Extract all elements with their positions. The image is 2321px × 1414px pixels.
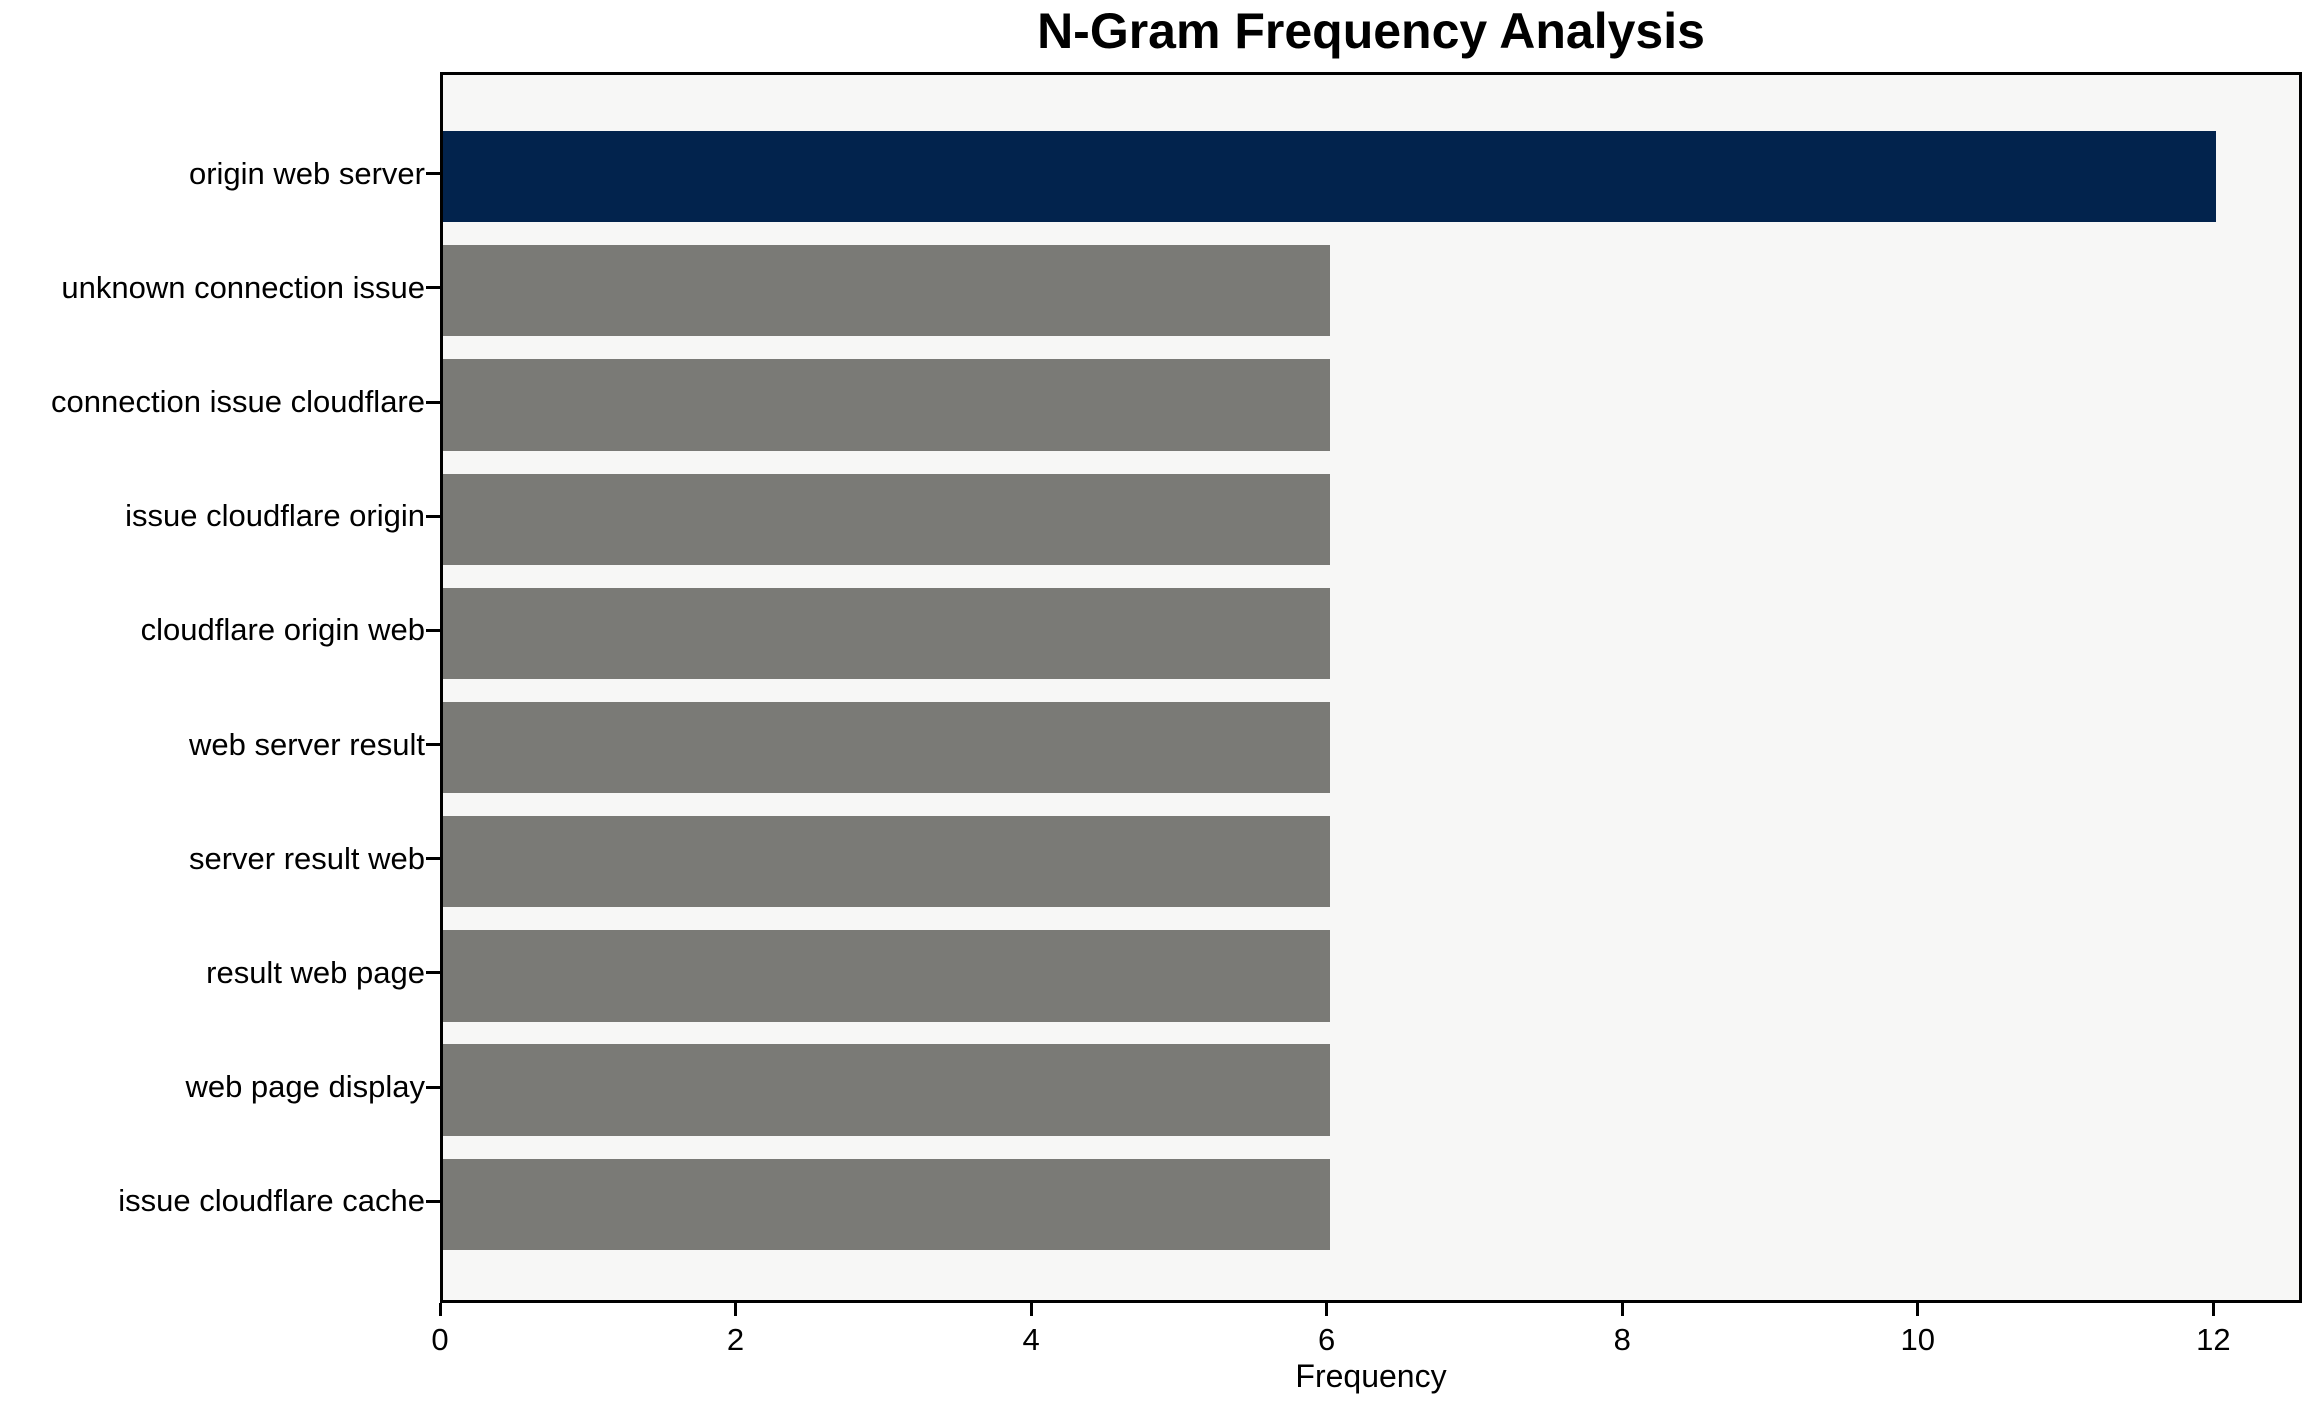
y-tick [426,1199,440,1203]
bar [443,359,1330,451]
y-tick-label: connection issue cloudflare [51,384,425,420]
y-tick [426,857,440,861]
x-tick [734,1303,738,1316]
x-tick [1620,1303,1624,1316]
x-tick [1916,1303,1920,1316]
y-tick [426,400,440,404]
x-tick-label: 12 [2196,1322,2231,1357]
y-tick-label: cloudflare origin web [140,612,425,648]
x-tick-label: 0 [431,1322,449,1357]
chart-title: N-Gram Frequency Analysis [1037,3,1705,59]
bar [443,1158,1330,1251]
y-tick-label: result web page [206,954,425,990]
y-tick-label: origin web server [188,155,425,191]
y-tick-label: issue cloudflare origin [125,498,425,534]
x-tick [1325,1303,1329,1316]
x-axis-label: Frequency [1295,1358,1447,1394]
bar [443,473,1330,565]
plot-area [440,72,2302,1303]
y-tick [426,172,440,176]
y-tick [426,971,440,975]
y-tick [426,743,440,747]
bar [443,930,1330,1022]
bar [443,587,1330,680]
y-tick [426,514,440,518]
y-tick [426,628,440,632]
x-tick [1029,1303,1033,1316]
y-tick-label: web page display [185,1069,425,1105]
y-tick [426,286,440,290]
x-tick-label: 6 [1318,1322,1336,1357]
x-tick-label: 8 [1613,1322,1631,1357]
y-tick-label: web server result [188,726,425,762]
y-tick-label: server result web [188,840,425,876]
bar [443,701,1330,794]
x-tick [2211,1303,2215,1316]
bar [443,816,1330,908]
y-tick [426,1085,440,1089]
y-tick-label: issue cloudflare cache [118,1183,425,1219]
x-tick [438,1303,442,1316]
bar [443,1044,1330,1136]
bar [443,245,1330,337]
y-tick-label: unknown connection issue [61,269,425,305]
bar [443,130,2217,223]
x-tick-label: 10 [1900,1322,1936,1357]
x-tick-label: 2 [726,1322,745,1357]
x-tick-label: 4 [1022,1322,1040,1357]
